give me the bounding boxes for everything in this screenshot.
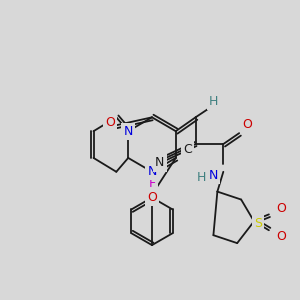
Text: O: O <box>105 116 115 129</box>
Text: O: O <box>147 191 157 204</box>
Text: N: N <box>209 169 218 182</box>
Text: S: S <box>254 217 262 230</box>
Text: H: H <box>209 95 218 108</box>
Text: O: O <box>242 118 252 131</box>
Text: N: N <box>155 156 165 170</box>
Text: O: O <box>276 202 286 215</box>
Text: N: N <box>124 125 133 138</box>
Text: O: O <box>276 230 286 243</box>
Text: H: H <box>197 171 206 184</box>
Text: F: F <box>148 177 155 190</box>
Text: N: N <box>147 165 157 178</box>
Text: C: C <box>183 142 192 155</box>
